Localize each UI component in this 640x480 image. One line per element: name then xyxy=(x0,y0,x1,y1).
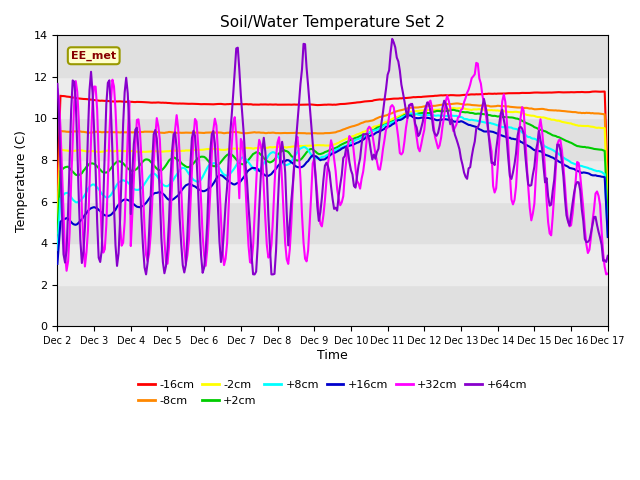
Y-axis label: Temperature (C): Temperature (C) xyxy=(15,130,28,232)
+2cm xyxy=(69,169,77,175)
+8cm xyxy=(385,121,393,127)
X-axis label: Time: Time xyxy=(317,349,348,362)
+8cm xyxy=(538,141,546,146)
-2cm xyxy=(54,217,61,223)
+8cm xyxy=(69,197,77,203)
+64cm xyxy=(388,36,396,42)
-16cm xyxy=(367,98,374,104)
+8cm xyxy=(604,233,612,239)
+16cm xyxy=(404,112,412,118)
+2cm xyxy=(385,120,393,126)
+64cm xyxy=(157,236,165,241)
+32cm xyxy=(397,152,405,157)
Line: +64cm: +64cm xyxy=(58,39,608,275)
-2cm xyxy=(367,126,374,132)
-2cm xyxy=(69,148,77,154)
Title: Soil/Water Temperature Set 2: Soil/Water Temperature Set 2 xyxy=(220,15,445,30)
+16cm xyxy=(385,123,393,129)
+8cm xyxy=(156,178,164,183)
Line: +32cm: +32cm xyxy=(58,63,608,275)
+2cm xyxy=(604,218,612,224)
+16cm xyxy=(538,149,546,155)
+2cm xyxy=(397,114,405,120)
-8cm xyxy=(156,130,164,135)
Bar xyxy=(58,36,608,77)
+64cm xyxy=(69,78,77,84)
+64cm xyxy=(604,253,612,259)
Bar xyxy=(58,119,608,160)
+64cm xyxy=(540,164,547,169)
-8cm xyxy=(54,206,61,212)
+32cm xyxy=(604,271,612,276)
Line: +2cm: +2cm xyxy=(58,110,608,233)
Bar xyxy=(58,202,608,243)
-2cm xyxy=(449,105,457,111)
Text: EE_met: EE_met xyxy=(71,50,116,61)
-8cm xyxy=(385,111,393,117)
Bar xyxy=(58,77,608,119)
-16cm xyxy=(592,89,600,95)
Bar xyxy=(58,285,608,326)
+8cm xyxy=(397,114,405,120)
+32cm xyxy=(538,127,546,133)
-16cm xyxy=(397,96,405,101)
+16cm xyxy=(54,261,61,267)
-16cm xyxy=(69,95,77,100)
Legend: -16cm, -8cm, -2cm, +2cm, +8cm, +16cm, +32cm, +64cm: -16cm, -8cm, -2cm, +2cm, +8cm, +16cm, +3… xyxy=(134,375,531,410)
Line: -8cm: -8cm xyxy=(58,104,608,209)
+32cm xyxy=(156,136,164,142)
-2cm xyxy=(385,118,393,123)
-16cm xyxy=(156,100,164,106)
-8cm xyxy=(397,107,405,113)
-2cm xyxy=(397,113,405,119)
+16cm xyxy=(69,221,77,227)
-2cm xyxy=(604,205,612,211)
Bar xyxy=(58,243,608,285)
Line: -16cm: -16cm xyxy=(58,92,608,188)
-16cm xyxy=(54,185,61,191)
+64cm xyxy=(54,81,61,87)
+64cm xyxy=(369,156,376,162)
-2cm xyxy=(538,115,546,120)
-8cm xyxy=(367,118,374,124)
-8cm xyxy=(69,129,77,134)
+16cm xyxy=(397,117,405,122)
+64cm xyxy=(387,49,394,55)
+32cm xyxy=(385,113,393,119)
Bar xyxy=(58,160,608,202)
+16cm xyxy=(367,132,374,138)
+2cm xyxy=(449,107,457,113)
+32cm xyxy=(54,86,61,92)
-2cm xyxy=(156,149,164,155)
+64cm xyxy=(401,98,408,104)
-8cm xyxy=(538,106,546,112)
+32cm xyxy=(367,126,374,132)
+16cm xyxy=(156,190,164,195)
+2cm xyxy=(367,129,374,135)
+2cm xyxy=(156,168,164,173)
Line: +8cm: +8cm xyxy=(58,113,608,250)
-16cm xyxy=(537,90,545,96)
+16cm xyxy=(604,234,612,240)
+8cm xyxy=(367,129,374,134)
+2cm xyxy=(54,230,61,236)
-8cm xyxy=(452,101,460,107)
+64cm xyxy=(142,272,150,277)
+32cm xyxy=(602,272,610,277)
+2cm xyxy=(538,127,546,133)
Line: -2cm: -2cm xyxy=(58,108,608,220)
-16cm xyxy=(385,96,393,102)
+8cm xyxy=(54,247,61,253)
-8cm xyxy=(604,196,612,202)
-16cm xyxy=(604,182,612,188)
+32cm xyxy=(472,60,480,66)
Line: +16cm: +16cm xyxy=(58,115,608,264)
+32cm xyxy=(69,140,77,146)
+8cm xyxy=(408,110,416,116)
